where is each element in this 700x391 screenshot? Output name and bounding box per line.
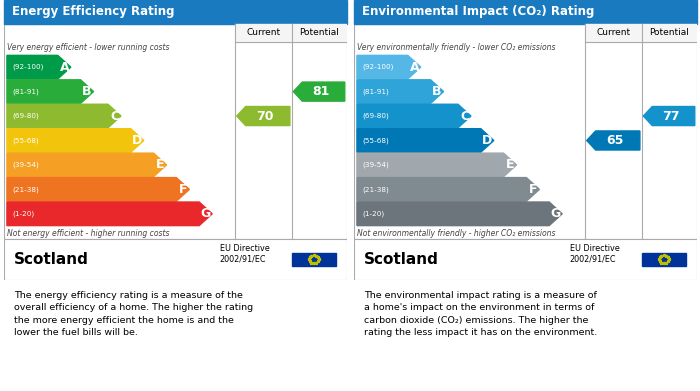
Text: A: A <box>410 61 419 74</box>
Bar <box>292 253 336 265</box>
Text: 70: 70 <box>256 109 274 122</box>
Text: Very environmentally friendly - lower CO₂ emissions: Very environmentally friendly - lower CO… <box>357 43 555 52</box>
Text: (55-68): (55-68) <box>12 137 38 144</box>
Bar <box>235 24 292 42</box>
Text: EU Directive
2002/91/EC: EU Directive 2002/91/EC <box>220 244 270 264</box>
Text: C: C <box>460 109 469 122</box>
Text: F: F <box>178 183 187 196</box>
Text: (81-91): (81-91) <box>12 88 38 95</box>
Bar <box>4 239 346 280</box>
Polygon shape <box>7 80 94 103</box>
Polygon shape <box>7 56 71 79</box>
Text: Very energy efficient - lower running costs: Very energy efficient - lower running co… <box>7 43 169 52</box>
Polygon shape <box>7 104 121 128</box>
Text: (92-100): (92-100) <box>12 64 43 70</box>
Text: (1-20): (1-20) <box>362 211 384 217</box>
Text: G: G <box>201 207 211 220</box>
Text: (1-20): (1-20) <box>12 211 34 217</box>
Text: Not environmentally friendly - higher CO₂ emissions: Not environmentally friendly - higher CO… <box>357 229 555 238</box>
Polygon shape <box>7 153 167 177</box>
Text: E: E <box>506 158 514 171</box>
Text: B: B <box>83 85 92 98</box>
Polygon shape <box>237 106 290 126</box>
Text: EU Directive
2002/91/EC: EU Directive 2002/91/EC <box>570 244 620 264</box>
Text: Current: Current <box>596 29 631 38</box>
Polygon shape <box>587 131 640 150</box>
Bar <box>354 239 696 280</box>
Text: Potential: Potential <box>649 29 689 38</box>
Bar <box>4 0 346 24</box>
Polygon shape <box>357 56 421 79</box>
Text: D: D <box>132 134 142 147</box>
Text: (81-91): (81-91) <box>362 88 389 95</box>
Text: Potential: Potential <box>299 29 339 38</box>
Text: F: F <box>528 183 537 196</box>
Bar <box>292 24 346 42</box>
Text: G: G <box>551 207 561 220</box>
Polygon shape <box>357 202 562 226</box>
Text: (39-54): (39-54) <box>12 161 38 168</box>
Text: (69-80): (69-80) <box>12 113 38 119</box>
Text: B: B <box>433 85 442 98</box>
Bar <box>354 0 696 24</box>
Bar <box>642 253 686 265</box>
Text: Scotland: Scotland <box>14 252 89 267</box>
Text: (21-38): (21-38) <box>362 186 389 193</box>
Text: Scotland: Scotland <box>364 252 439 267</box>
Bar <box>4 24 346 239</box>
Polygon shape <box>7 129 143 152</box>
Text: Energy Efficiency Rating: Energy Efficiency Rating <box>12 5 174 18</box>
Text: E: E <box>156 158 164 171</box>
Polygon shape <box>7 202 212 226</box>
Text: The energy efficiency rating is a measure of the
overall efficiency of a home. T: The energy efficiency rating is a measur… <box>14 291 253 337</box>
Text: (55-68): (55-68) <box>362 137 389 144</box>
Text: Environmental Impact (CO₂) Rating: Environmental Impact (CO₂) Rating <box>362 5 594 18</box>
Bar <box>585 24 642 42</box>
Polygon shape <box>357 178 540 201</box>
Polygon shape <box>357 80 444 103</box>
Text: 81: 81 <box>312 85 330 98</box>
Text: (92-100): (92-100) <box>362 64 393 70</box>
Text: C: C <box>110 109 119 122</box>
Text: Not energy efficient - higher running costs: Not energy efficient - higher running co… <box>7 229 169 238</box>
Polygon shape <box>643 106 695 126</box>
Polygon shape <box>357 153 517 177</box>
Text: 65: 65 <box>606 134 624 147</box>
Text: (69-80): (69-80) <box>362 113 389 119</box>
Polygon shape <box>293 82 345 101</box>
Text: (39-54): (39-54) <box>362 161 389 168</box>
Bar <box>642 24 696 42</box>
Polygon shape <box>357 104 471 128</box>
Polygon shape <box>7 178 190 201</box>
Text: A: A <box>60 61 69 74</box>
Bar <box>354 24 696 239</box>
Text: D: D <box>482 134 492 147</box>
Text: 77: 77 <box>662 109 680 122</box>
Text: Current: Current <box>246 29 281 38</box>
Text: The environmental impact rating is a measure of
a home's impact on the environme: The environmental impact rating is a mea… <box>364 291 597 337</box>
Text: (21-38): (21-38) <box>12 186 38 193</box>
Polygon shape <box>357 129 494 152</box>
